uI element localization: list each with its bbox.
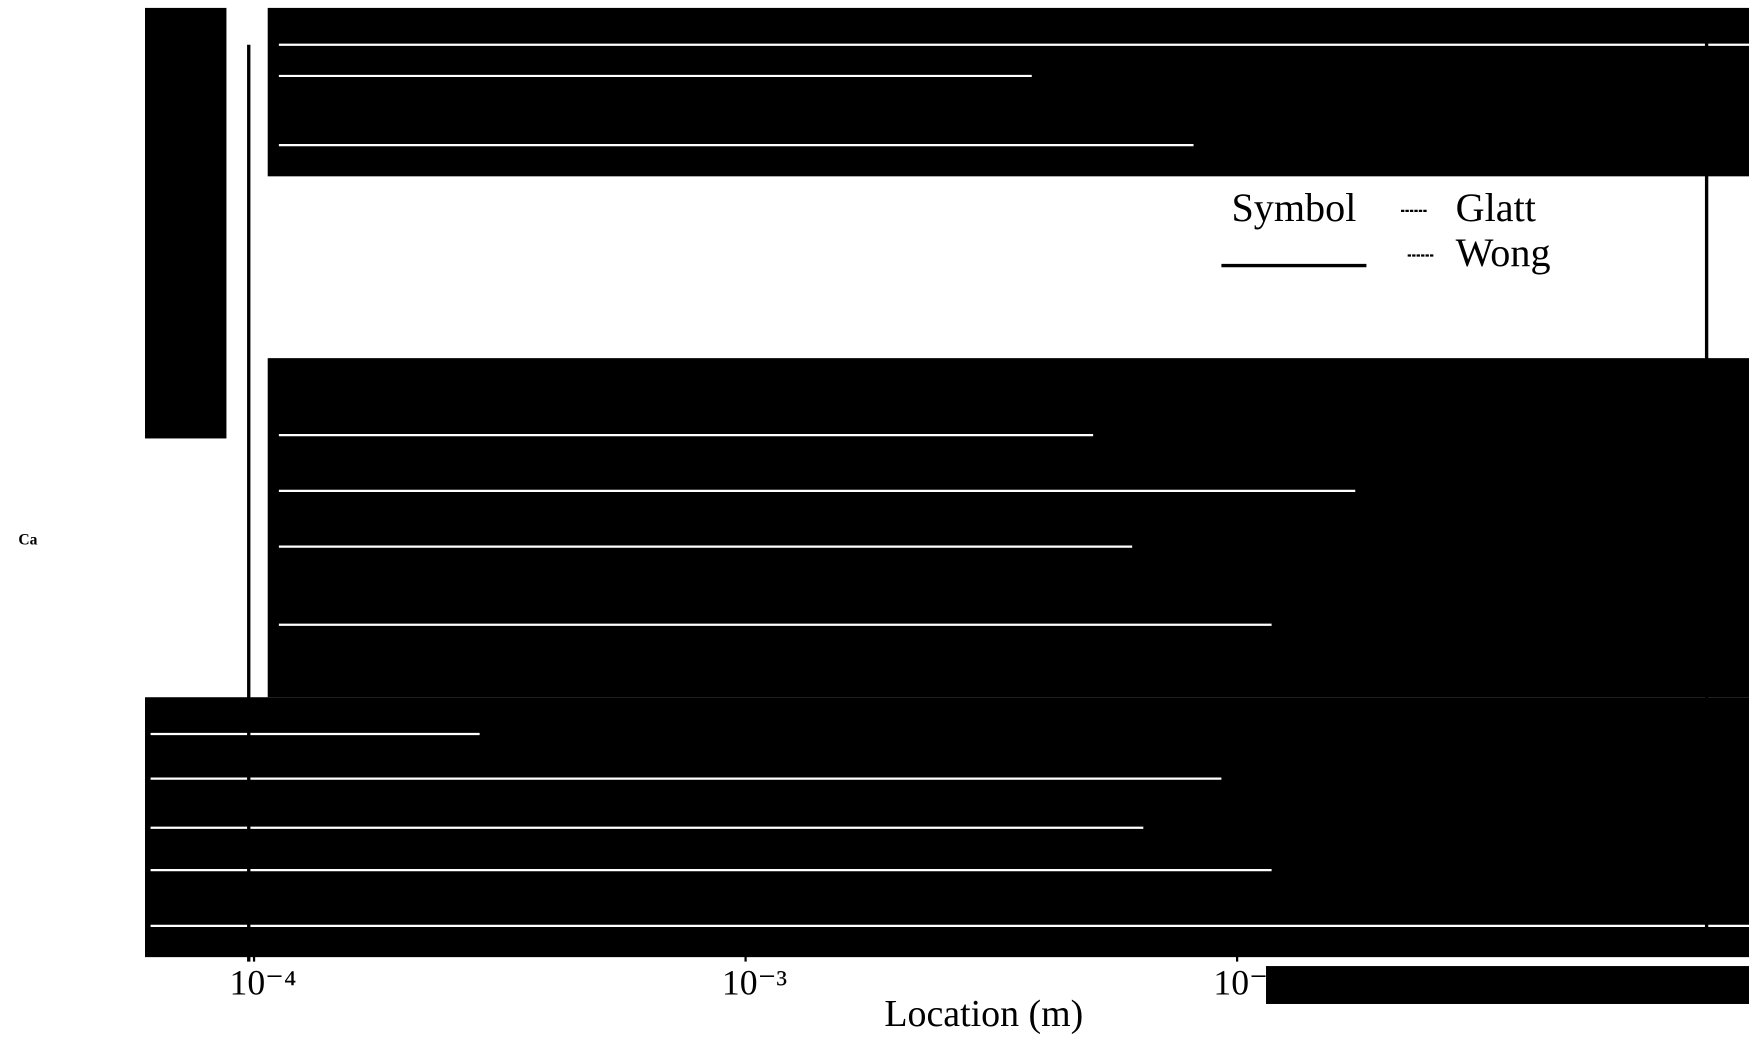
scan-blocks xyxy=(145,7,1749,1004)
scan-streaks xyxy=(150,43,1749,928)
legend-entry: Glatt xyxy=(1456,185,1536,230)
x-tick-label: 10⁻² xyxy=(1213,962,1278,1002)
block xyxy=(145,7,227,439)
y-axis-label: Ca xyxy=(18,532,37,549)
legend-entry: Wong xyxy=(1456,230,1551,275)
x-tick-label: 10⁻⁴ xyxy=(229,962,296,1002)
block xyxy=(267,358,1749,698)
x-tick-label: 10⁻³ xyxy=(722,962,788,1002)
legend-title: Symbol xyxy=(1231,185,1356,230)
block xyxy=(267,7,1749,177)
block xyxy=(1266,966,1749,1004)
x-axis-label: Location (m) xyxy=(884,993,1083,1035)
